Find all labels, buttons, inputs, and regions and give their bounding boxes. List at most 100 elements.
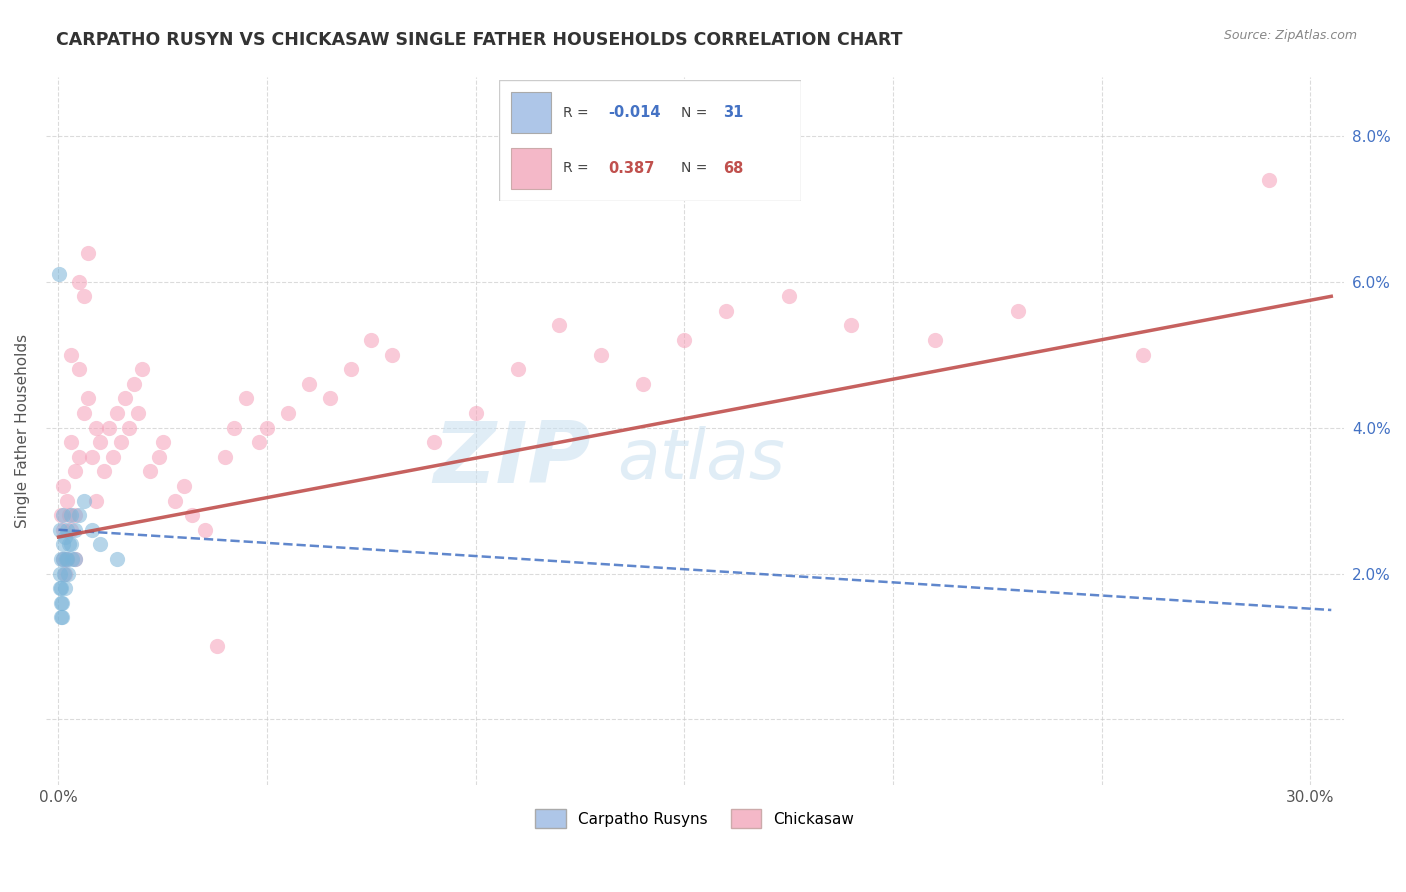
Text: atlas: atlas xyxy=(617,426,785,493)
Point xyxy=(89,435,111,450)
Point xyxy=(235,392,257,406)
Point xyxy=(53,581,76,595)
Point xyxy=(56,552,79,566)
Point xyxy=(51,596,73,610)
Point xyxy=(1132,348,1154,362)
Point xyxy=(52,523,75,537)
Text: Source: ZipAtlas.com: Source: ZipAtlas.com xyxy=(1223,29,1357,42)
Point xyxy=(298,376,321,391)
Point xyxy=(52,566,75,581)
Point xyxy=(548,318,571,333)
Point xyxy=(52,508,75,523)
Point xyxy=(339,362,361,376)
Point xyxy=(222,420,245,434)
Point xyxy=(114,392,136,406)
Point xyxy=(631,376,654,391)
Point xyxy=(52,537,75,551)
Point xyxy=(93,464,115,478)
Point xyxy=(110,435,132,450)
Point xyxy=(49,508,72,523)
Point xyxy=(60,523,83,537)
Point xyxy=(60,435,83,450)
Point xyxy=(80,450,103,464)
Text: CARPATHO RUSYN VS CHICKASAW SINGLE FATHER HOUSEHOLDS CORRELATION CHART: CARPATHO RUSYN VS CHICKASAW SINGLE FATHE… xyxy=(56,31,903,49)
Point xyxy=(80,523,103,537)
Point xyxy=(131,362,153,376)
Point xyxy=(122,376,145,391)
Point xyxy=(139,464,162,478)
Point xyxy=(256,420,278,434)
Point xyxy=(84,420,107,434)
Point xyxy=(63,552,86,566)
Point xyxy=(105,552,128,566)
FancyBboxPatch shape xyxy=(499,80,801,201)
Point xyxy=(76,245,98,260)
Text: 31: 31 xyxy=(723,105,744,120)
Text: R =: R = xyxy=(562,106,592,120)
Point xyxy=(60,348,83,362)
Point xyxy=(56,552,79,566)
Point xyxy=(277,406,299,420)
Point xyxy=(214,450,236,464)
Point xyxy=(778,289,800,303)
Text: N =: N = xyxy=(681,106,711,120)
Point xyxy=(181,508,204,523)
Point xyxy=(714,304,737,318)
Point xyxy=(51,581,73,595)
Point xyxy=(48,566,70,581)
Point xyxy=(56,493,79,508)
Text: R =: R = xyxy=(562,161,592,175)
Point xyxy=(360,333,382,347)
Point xyxy=(51,610,73,624)
Point xyxy=(506,362,529,376)
Point xyxy=(63,523,86,537)
Point xyxy=(101,450,124,464)
Point xyxy=(924,333,946,347)
Point xyxy=(49,552,72,566)
Point xyxy=(60,508,83,523)
Point xyxy=(319,392,342,406)
Point xyxy=(148,450,170,464)
Point xyxy=(423,435,446,450)
Point xyxy=(76,392,98,406)
Point xyxy=(60,537,83,551)
Bar xyxy=(512,148,551,188)
Point xyxy=(152,435,174,450)
Point xyxy=(52,552,75,566)
Point xyxy=(193,523,215,537)
Point xyxy=(49,596,72,610)
Point xyxy=(60,552,83,566)
Point xyxy=(53,530,76,544)
Point xyxy=(127,406,149,420)
Point xyxy=(84,493,107,508)
Text: -0.014: -0.014 xyxy=(607,105,661,120)
Point xyxy=(52,552,75,566)
Point xyxy=(673,333,696,347)
Point xyxy=(56,523,79,537)
Point xyxy=(105,406,128,420)
Point xyxy=(52,479,75,493)
Point xyxy=(56,566,79,581)
Point xyxy=(165,493,187,508)
Text: ZIP: ZIP xyxy=(433,418,591,501)
Point xyxy=(55,552,77,566)
Text: 0.387: 0.387 xyxy=(607,161,654,176)
Point xyxy=(381,348,404,362)
Point xyxy=(247,435,270,450)
Point xyxy=(205,640,228,654)
Point xyxy=(58,508,80,523)
Point xyxy=(49,581,72,595)
Bar xyxy=(512,92,551,133)
Point xyxy=(118,420,141,434)
Point xyxy=(67,362,90,376)
Point xyxy=(67,275,90,289)
Point xyxy=(97,420,120,434)
Point xyxy=(63,464,86,478)
Point xyxy=(72,493,94,508)
Point xyxy=(841,318,863,333)
Point xyxy=(53,566,76,581)
Point xyxy=(48,268,70,282)
Point xyxy=(63,508,86,523)
Point xyxy=(48,523,70,537)
Point xyxy=(58,537,80,551)
